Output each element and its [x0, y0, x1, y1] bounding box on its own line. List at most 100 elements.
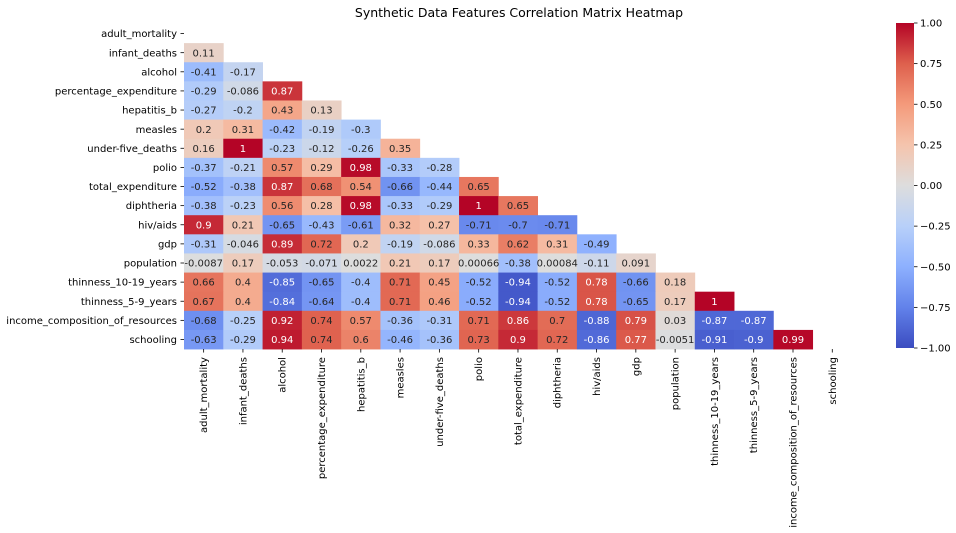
- cell-annotation: -0.66: [623, 278, 649, 289]
- heatmap-cell: [223, 176, 263, 197]
- cell-annotation: 0.7: [549, 316, 565, 327]
- cell-annotation: 0.43: [271, 106, 293, 117]
- cell-annotation: 1: [711, 297, 717, 308]
- cell-annotation: 0.62: [507, 239, 529, 250]
- x-tick-label: alcohol: [278, 357, 289, 393]
- cell-annotation: 0.16: [193, 144, 215, 155]
- heatmap-cell: [380, 253, 421, 273]
- cell-annotation: 0.31: [546, 239, 568, 250]
- cell-annotation: 0.56: [271, 201, 293, 212]
- cell-annotation: -0.071: [305, 259, 337, 270]
- cell-annotation: 0.091: [622, 259, 651, 270]
- heatmap-cell: [380, 157, 421, 178]
- heatmap-cell: [380, 215, 421, 235]
- cell-annotation: -0.086: [423, 239, 455, 250]
- cell-annotation: 0.65: [468, 182, 490, 193]
- heatmap-cell: [301, 215, 342, 235]
- cell-annotation: -0.49: [584, 239, 610, 250]
- cell-annotation: 0.2: [196, 125, 212, 136]
- heatmap-cell: [184, 310, 224, 331]
- cell-annotation: -0.33: [387, 201, 413, 212]
- cell-annotation: -0.27: [191, 106, 217, 117]
- cell-annotation: 0.17: [664, 297, 686, 308]
- heatmap-cell: [380, 291, 421, 312]
- y-tick-label: alcohol: [141, 67, 177, 78]
- cell-annotation: 0.31: [232, 125, 254, 136]
- heatmap-cells: [184, 43, 814, 350]
- heatmap-cell: [459, 310, 499, 331]
- x-tick-label: schooling: [828, 357, 839, 405]
- y-tick-label: polio: [153, 163, 177, 174]
- heatmap-cell: [459, 291, 499, 312]
- heatmap-cell: [616, 329, 656, 350]
- heatmap-cell: [223, 157, 263, 178]
- heatmap-cell: [262, 253, 303, 273]
- heatmap-cell: [459, 253, 499, 273]
- cell-annotation: -0.38: [191, 201, 217, 212]
- cell-annotation: -0.26: [348, 144, 374, 155]
- cell-annotation: -0.84: [269, 297, 295, 308]
- cell-annotation: 0.68: [310, 182, 332, 193]
- cell-annotation: -0.23: [269, 144, 295, 155]
- cell-annotation: -0.91: [701, 335, 727, 346]
- cell-annotation: -0.7: [508, 220, 528, 231]
- heatmap-cell: [734, 329, 774, 350]
- cell-annotation: 0.78: [585, 278, 607, 289]
- cell-annotation: 0.94: [271, 335, 293, 346]
- y-tick-label: income_composition_of_resources: [6, 316, 177, 327]
- cell-annotation: 0.73: [468, 335, 490, 346]
- heatmap-cell: [184, 138, 224, 159]
- cell-annotation: -0.46: [387, 335, 413, 346]
- heatmap-cell: [459, 196, 499, 216]
- cell-annotation: 0.28: [310, 201, 332, 212]
- heatmap-cell: [576, 310, 617, 331]
- cell-annotation: 0.74: [310, 316, 332, 327]
- heatmap-cell: [380, 310, 421, 331]
- cell-annotation: -0.65: [269, 220, 295, 231]
- heatmap-cell: [616, 253, 656, 273]
- heatmap-cell: [498, 272, 539, 293]
- heatmap-cell: [262, 329, 303, 350]
- heatmap-cell: [498, 310, 539, 331]
- heatmap-cell: [223, 81, 263, 101]
- heatmap-cell: [616, 310, 656, 331]
- cell-annotations: 0.11-0.41 -0.17-0.29 -0.086 0.87-0.27 -0.2 0.…: [184, 48, 804, 346]
- y-tick-label: diphtheria: [126, 201, 177, 212]
- cell-annotation: 0.17: [232, 259, 254, 270]
- heatmap-cell: [655, 291, 696, 312]
- cell-annotation: -0.29: [426, 201, 452, 212]
- cell-annotation: -0.2: [233, 106, 253, 117]
- cell-annotation: -0.52: [466, 297, 492, 308]
- heatmap-cell: [498, 291, 539, 312]
- heatmap-cell: [498, 196, 539, 216]
- heatmap-cell: [184, 215, 224, 235]
- heatmap-cell: [301, 100, 342, 120]
- colorbar-tick-label: 0.00: [920, 181, 942, 192]
- heatmap-cell: [380, 329, 421, 350]
- heatmap-cell: [341, 253, 381, 273]
- x-tick-label: adult_mortality: [199, 357, 210, 433]
- cell-annotation: 0.87: [271, 87, 293, 98]
- heatmap-cell: [576, 234, 617, 254]
- cell-annotation: -0.37: [191, 163, 217, 174]
- cell-annotation: 1: [475, 201, 481, 212]
- cell-annotation: -0.36: [387, 316, 413, 327]
- x-tick-label: population: [671, 357, 682, 410]
- cell-annotation: -0.19: [387, 239, 413, 250]
- y-tick-label: total_expenditure: [89, 182, 177, 193]
- cell-annotation: -0.19: [309, 125, 335, 136]
- cell-annotation: -0.33: [387, 163, 413, 174]
- heatmap-cell: [341, 176, 381, 197]
- cell-annotation: 0.27: [428, 220, 450, 231]
- heatmap-cell: [223, 310, 263, 331]
- cell-annotation: -0.38: [505, 259, 531, 270]
- heatmap-cell: [419, 215, 460, 235]
- cell-annotation: 0.21: [389, 259, 411, 270]
- heatmap-cell: [616, 291, 656, 312]
- cell-annotation: 0.89: [271, 239, 293, 250]
- cell-annotation: -0.11: [584, 259, 610, 270]
- cell-annotation: -0.046: [227, 239, 259, 250]
- cell-annotation: -0.4: [351, 297, 371, 308]
- heatmap-cell: [223, 272, 263, 293]
- cell-annotation: -0.85: [269, 278, 295, 289]
